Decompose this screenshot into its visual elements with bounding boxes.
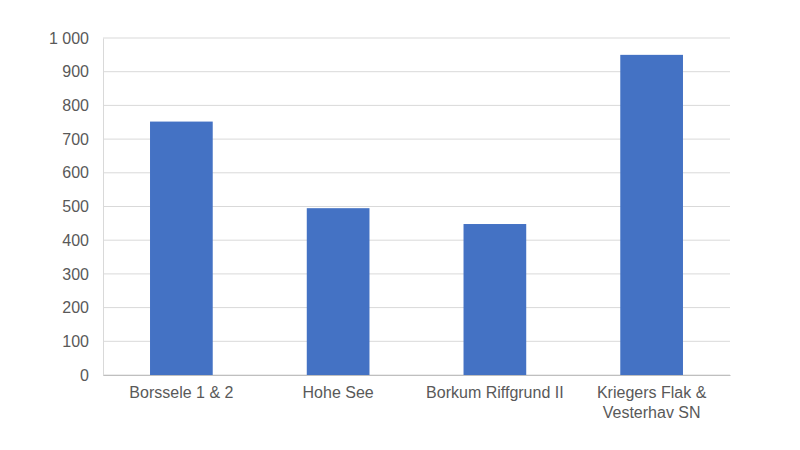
plot: 0 100 200 300 400 500 600 700 800 900 1 000 Borssel… <box>49 30 731 421</box>
x-tick: Borkum Riffgrund II <box>426 375 564 401</box>
y-tick: 0 <box>80 367 103 384</box>
x-tick-label-line: Vesterhav SN <box>603 404 701 421</box>
x-tick-label: Hohe See <box>303 384 374 401</box>
x-tick: Borssele 1 & 2 <box>129 375 233 401</box>
bar <box>307 208 370 375</box>
y-tick: 600 <box>62 164 103 181</box>
bar <box>150 122 213 375</box>
y-tick: 700 <box>62 131 103 148</box>
x-tick-label-line: Borkum Riffgrund II <box>426 384 564 401</box>
y-tick: 300 <box>62 266 103 283</box>
y-tick-label: 600 <box>62 164 89 181</box>
y-tick-label: 400 <box>62 232 89 249</box>
y-tick: 100 <box>62 333 103 350</box>
x-axis-line <box>104 375 731 376</box>
x-tick: Kriegers Flak & Vesterhav SN <box>597 375 707 421</box>
x-tick-label-line: Hohe See <box>303 384 374 401</box>
y-tick-label: 300 <box>62 266 89 283</box>
chart-container: 0 100 200 300 400 500 600 700 800 900 1 000 Borssel… <box>0 0 800 450</box>
y-tick-label: 900 <box>62 63 89 80</box>
y-axis-line <box>103 39 104 376</box>
y-tick: 400 <box>62 232 103 249</box>
x-tick-label: Borkum Riffgrund II <box>426 384 564 401</box>
bars <box>150 55 683 375</box>
grid <box>103 38 730 375</box>
y-tick: 800 <box>62 97 103 114</box>
y-tick-label: 0 <box>80 367 89 384</box>
x-tick-label: Kriegers Flak & Vesterhav SN <box>597 384 707 420</box>
y-tick-label: 1 000 <box>49 30 89 47</box>
y-axis: 0 100 200 300 400 500 600 700 800 900 1 000 <box>49 30 104 384</box>
y-tick: 500 <box>62 198 103 215</box>
grid-line <box>103 38 730 39</box>
x-axis: Borssele 1 & 2 Hohe See Borkum Riffgrund I… <box>104 375 731 421</box>
y-tick-label: 100 <box>62 333 89 350</box>
y-tick: 1 000 <box>49 30 103 47</box>
y-tick-label: 500 <box>62 198 89 215</box>
x-tick-label-line: Borssele 1 & 2 <box>129 384 233 401</box>
y-tick: 200 <box>62 299 103 316</box>
bar <box>464 224 527 375</box>
y-tick: 900 <box>62 63 103 80</box>
bar <box>620 55 683 375</box>
y-tick-label: 700 <box>62 131 89 148</box>
chart: 0 100 200 300 400 500 600 700 800 900 1 000 Borssel… <box>0 0 800 450</box>
x-tick-label: Borssele 1 & 2 <box>129 384 233 401</box>
y-tick-label: 200 <box>62 299 89 316</box>
x-tick-label-line: Kriegers Flak & <box>597 384 707 401</box>
y-tick-label: 800 <box>62 97 89 114</box>
x-tick: Hohe See <box>303 375 374 401</box>
